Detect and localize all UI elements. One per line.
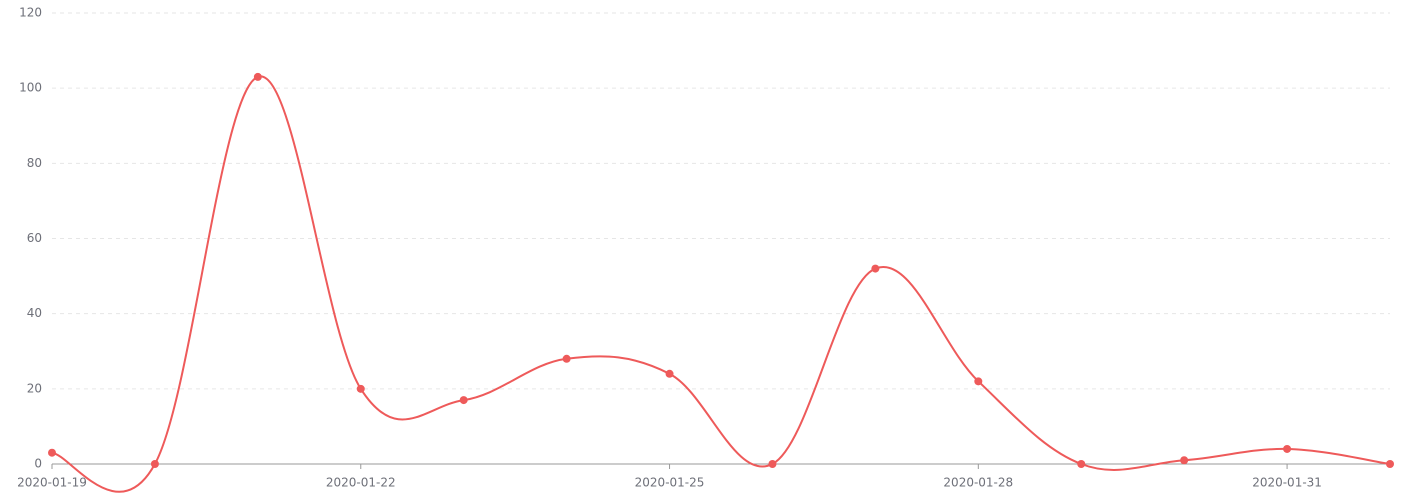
point — [48, 448, 56, 457]
point — [1077, 460, 1086, 468]
y-tick-label: 20 — [27, 381, 42, 395]
x-tick-label: 2020-01-19 — [17, 476, 87, 490]
point — [1180, 456, 1189, 465]
y-tick-label: 60 — [27, 231, 42, 245]
y-tick-label: 120 — [19, 6, 42, 20]
point — [1283, 444, 1292, 453]
point — [562, 354, 571, 363]
point — [665, 369, 674, 378]
x-tick-label: 2020-01-25 — [635, 476, 705, 490]
y-tick-label: 100 — [19, 81, 42, 95]
y-tick-label: 40 — [27, 306, 42, 320]
point — [459, 396, 468, 405]
point — [974, 377, 983, 386]
line — [51, 75, 1391, 493]
y-tick-label: 80 — [27, 156, 42, 170]
x-tick-label: 2020-01-28 — [943, 476, 1013, 490]
point — [1386, 460, 1394, 468]
point — [871, 264, 880, 273]
point — [768, 460, 777, 468]
x-tick-label: 2020-01-31 — [1252, 476, 1322, 490]
point — [253, 72, 262, 81]
x-tick-label: 2020-01-22 — [326, 476, 396, 490]
y-tick-label: 0 — [34, 457, 42, 471]
point — [356, 384, 365, 393]
point — [150, 460, 159, 468]
